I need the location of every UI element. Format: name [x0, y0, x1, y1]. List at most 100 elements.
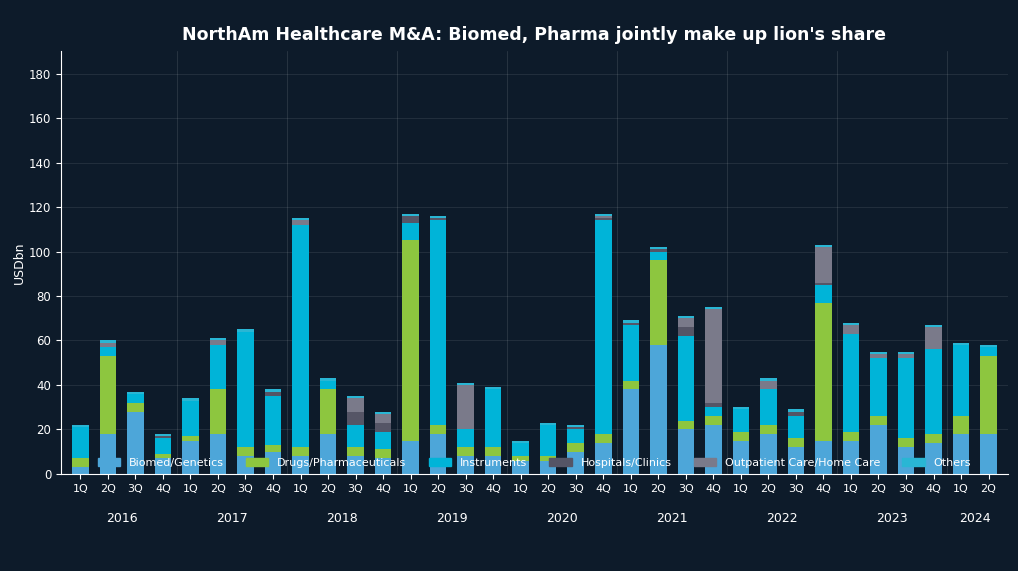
Bar [430, 220, 446, 425]
Bar [430, 425, 446, 434]
Bar [953, 416, 969, 434]
Bar [347, 456, 363, 474]
Bar [155, 459, 171, 474]
Bar [72, 467, 89, 474]
Bar [788, 447, 804, 474]
Bar [595, 443, 612, 474]
Bar [540, 423, 557, 425]
Bar [623, 323, 639, 325]
Text: 2020: 2020 [546, 512, 578, 525]
Bar [237, 447, 253, 456]
Bar [72, 459, 89, 467]
Bar [485, 447, 502, 456]
Bar [182, 436, 199, 441]
Bar [457, 385, 474, 429]
Bar [540, 425, 557, 456]
Bar [567, 429, 584, 443]
Bar [265, 396, 281, 445]
Bar [540, 456, 557, 461]
Bar [980, 356, 997, 434]
Bar [540, 461, 557, 474]
Bar [100, 343, 116, 347]
Bar [651, 252, 667, 260]
Bar [760, 389, 777, 425]
Bar [678, 429, 694, 474]
Bar [402, 223, 418, 240]
Bar [100, 434, 116, 474]
Bar [127, 394, 144, 403]
Bar [705, 403, 722, 407]
Bar [678, 336, 694, 421]
Bar [210, 338, 226, 340]
Title: NorthAm Healthcare M&A: Biomed, Pharma jointly make up lion's share: NorthAm Healthcare M&A: Biomed, Pharma j… [182, 26, 887, 45]
Bar [651, 250, 667, 252]
Bar [953, 343, 969, 345]
Bar [182, 441, 199, 474]
Bar [870, 425, 887, 474]
Bar [843, 325, 859, 334]
Bar [760, 380, 777, 389]
Bar [237, 332, 253, 447]
Bar [375, 459, 391, 474]
Bar [788, 409, 804, 412]
Bar [733, 432, 749, 441]
Bar [760, 425, 777, 434]
Bar [623, 325, 639, 380]
Bar [870, 354, 887, 358]
Bar [265, 392, 281, 396]
Bar [347, 412, 363, 425]
Bar [815, 247, 832, 283]
Bar [265, 452, 281, 474]
Bar [292, 225, 308, 447]
Bar [705, 416, 722, 425]
Bar [733, 409, 749, 432]
Bar [705, 307, 722, 309]
Bar [843, 323, 859, 325]
Bar [182, 400, 199, 436]
Bar [210, 340, 226, 345]
Bar [347, 425, 363, 447]
Bar [595, 220, 612, 434]
Text: 2021: 2021 [657, 512, 688, 525]
Bar [925, 349, 942, 434]
Bar [898, 439, 914, 447]
Bar [457, 383, 474, 385]
Bar [182, 399, 199, 400]
Bar [72, 425, 89, 427]
Bar [292, 456, 308, 474]
Bar [843, 441, 859, 474]
Bar [567, 452, 584, 474]
Bar [347, 447, 363, 456]
Bar [705, 407, 722, 416]
Bar [595, 216, 612, 218]
Bar [512, 456, 529, 461]
Bar [705, 425, 722, 474]
Text: 2016: 2016 [106, 512, 137, 525]
Bar [733, 407, 749, 409]
Bar [237, 329, 253, 332]
Bar [430, 434, 446, 474]
Bar [980, 347, 997, 356]
Bar [485, 387, 502, 389]
Bar [485, 389, 502, 447]
Bar [705, 309, 722, 403]
Bar [155, 436, 171, 439]
Bar [237, 456, 253, 474]
Bar [375, 432, 391, 449]
Bar [320, 389, 336, 434]
Bar [402, 214, 418, 216]
Bar [512, 461, 529, 474]
Bar [512, 441, 529, 443]
Text: 2017: 2017 [216, 512, 247, 525]
Bar [292, 218, 308, 220]
Bar [567, 425, 584, 427]
Bar [512, 443, 529, 456]
Bar [72, 427, 89, 459]
Bar [898, 352, 914, 354]
Bar [760, 379, 777, 380]
Bar [815, 245, 832, 247]
Bar [815, 283, 832, 285]
Bar [595, 434, 612, 443]
Bar [651, 345, 667, 474]
Bar [430, 218, 446, 220]
